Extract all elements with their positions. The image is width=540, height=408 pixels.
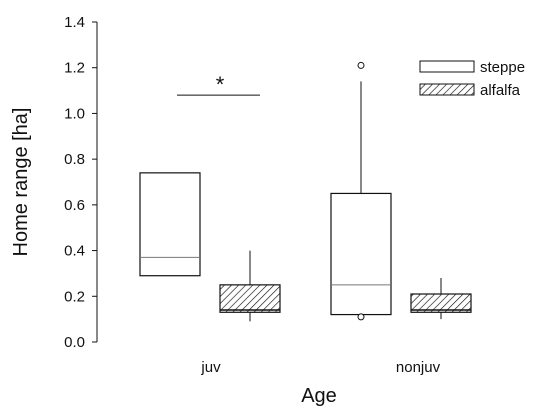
significance-star: *: [216, 72, 225, 97]
box-alfalfa-juv: [219, 250, 281, 322]
box-iqr: [219, 284, 281, 313]
y-tick-label: 0.4: [64, 243, 85, 260]
significance-annotations: *: [177, 72, 260, 97]
legend-swatch-steppe: [419, 60, 475, 73]
outlier-point: [357, 313, 365, 321]
x-category-label: juv: [200, 359, 221, 376]
box-plots: [139, 61, 472, 322]
x-category-label: nonjuv: [396, 359, 441, 376]
x-axis-title: Age: [301, 385, 337, 407]
box-iqr: [330, 192, 392, 316]
box-iqr: [410, 293, 472, 313]
y-tick-label: 0.6: [64, 197, 85, 214]
y-tick-label: 1.0: [64, 105, 85, 122]
outlier-point: [357, 61, 365, 69]
box-iqr: [139, 172, 201, 277]
y-tick-label: 0.8: [64, 151, 85, 168]
y-tick-label: 0.2: [64, 288, 85, 305]
x-category-labels: juv nonjuv: [200, 359, 440, 376]
y-axis-ticks: 0.0 0.2 0.4 0.6 0.8 1.0 1.2 1.4: [64, 14, 97, 351]
box-alfalfa-nonjuv: [410, 278, 472, 320]
legend-label-steppe: steppe: [480, 59, 525, 76]
legend-swatch-alfalfa: [419, 83, 475, 96]
y-tick-label: 0.0: [64, 334, 85, 351]
y-tick-label: 1.4: [64, 14, 85, 31]
legend: steppe alfalfa: [419, 59, 525, 99]
y-tick-label: 1.2: [64, 60, 85, 77]
box-steppe-nonjuv: [330, 61, 392, 321]
y-axis-title: Home range [ha]: [10, 108, 32, 257]
legend-label-alfalfa: alfalfa: [480, 82, 521, 99]
box-steppe-juv: [139, 172, 201, 277]
